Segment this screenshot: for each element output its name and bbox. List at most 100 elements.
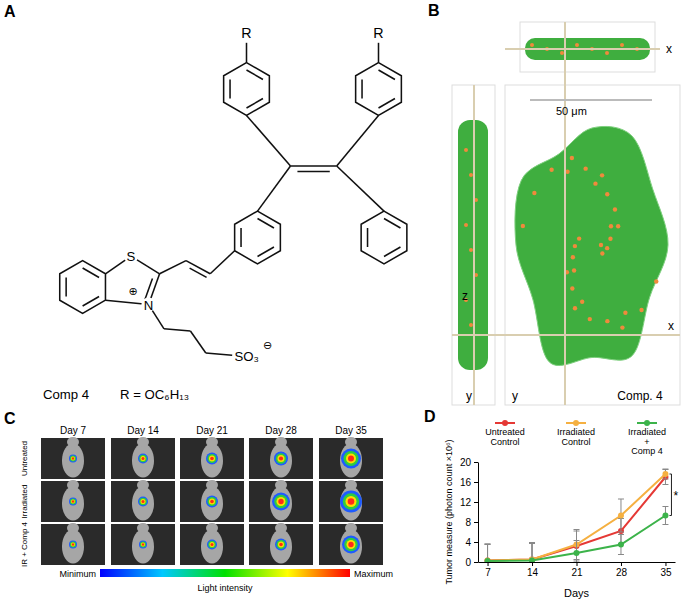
compound-name: Comp 4 bbox=[43, 387, 89, 402]
day-label: Day 35 bbox=[335, 425, 367, 436]
ring bbox=[224, 63, 270, 116]
charge: ⊕ bbox=[129, 285, 138, 297]
signal bbox=[276, 453, 287, 464]
bond bbox=[190, 331, 205, 353]
mouse bbox=[201, 444, 223, 478]
mouse-image bbox=[111, 438, 175, 479]
mouse bbox=[270, 487, 292, 521]
signal bbox=[70, 456, 76, 462]
bond bbox=[384, 218, 400, 228]
uptake-spot bbox=[605, 51, 609, 55]
bond bbox=[164, 329, 190, 331]
signal bbox=[274, 452, 288, 466]
signal bbox=[211, 543, 214, 546]
image-caption: Comp. 4 bbox=[617, 389, 663, 403]
mouse-image bbox=[249, 524, 313, 565]
error-cap bbox=[485, 544, 491, 545]
mouse-head bbox=[275, 523, 287, 533]
error-cap bbox=[574, 529, 580, 530]
error-cap bbox=[618, 499, 624, 500]
bond bbox=[83, 268, 99, 278]
signal bbox=[210, 542, 215, 547]
y-axis-title: Tumor measure (photon count ×10⁶) bbox=[444, 439, 454, 584]
point bbox=[574, 550, 580, 556]
bond bbox=[297, 171, 329, 173]
x-tick: 7 bbox=[485, 562, 491, 578]
error-cap bbox=[618, 534, 624, 535]
bond bbox=[379, 99, 395, 109]
error-cap bbox=[529, 543, 535, 544]
signal bbox=[275, 539, 287, 551]
signal bbox=[142, 500, 145, 503]
uptake-spot bbox=[464, 148, 468, 152]
y-tick: 8 bbox=[465, 517, 478, 528]
atom-label: S bbox=[127, 249, 136, 264]
significance-label: * bbox=[673, 489, 678, 503]
x-tick: 35 bbox=[660, 562, 672, 578]
uptake-spot bbox=[608, 236, 612, 240]
bond bbox=[291, 165, 337, 167]
day-label: Day 21 bbox=[196, 425, 228, 436]
uptake-spot bbox=[549, 168, 553, 172]
signal bbox=[69, 455, 77, 463]
axis-letter: x bbox=[666, 42, 672, 56]
bond bbox=[206, 353, 232, 355]
mouse-image bbox=[111, 524, 175, 565]
mouse-head bbox=[206, 437, 218, 447]
mouse-image bbox=[41, 438, 105, 479]
mouse bbox=[132, 530, 154, 564]
y-tick: 0 bbox=[465, 557, 478, 568]
uptake-spot bbox=[575, 43, 579, 47]
signal bbox=[208, 497, 217, 506]
signal bbox=[71, 543, 75, 547]
series bbox=[485, 469, 669, 562]
signal bbox=[139, 455, 147, 463]
x-tick-label: 35 bbox=[660, 567, 672, 578]
signal bbox=[209, 499, 215, 505]
error-cap bbox=[662, 484, 668, 485]
y-tick-label: 20 bbox=[460, 457, 472, 468]
atom-label: N bbox=[144, 298, 154, 313]
panel-label: C bbox=[4, 410, 16, 427]
signal bbox=[70, 542, 76, 548]
error-cap bbox=[618, 554, 624, 555]
signal bbox=[277, 497, 286, 506]
signal bbox=[278, 455, 285, 462]
signal bbox=[141, 499, 146, 504]
plot-area bbox=[485, 469, 669, 562]
crosshair bbox=[564, 22, 566, 405]
mouse-image bbox=[180, 438, 244, 479]
signal bbox=[206, 496, 218, 508]
mouse bbox=[201, 530, 223, 564]
signal bbox=[341, 449, 361, 469]
bond bbox=[247, 115, 291, 166]
signal bbox=[142, 543, 144, 545]
bond bbox=[186, 261, 210, 274]
crosshair bbox=[505, 48, 660, 50]
mouse-head bbox=[137, 523, 149, 533]
uptake-spot bbox=[600, 251, 604, 255]
mouse-head bbox=[137, 437, 149, 447]
uptake-spot bbox=[530, 43, 534, 47]
signal bbox=[344, 451, 359, 466]
uptake-spot bbox=[639, 308, 643, 312]
y-tick-label: 0 bbox=[465, 557, 471, 568]
legend-label: Irradiated+Comp 4 bbox=[628, 427, 666, 456]
mouse bbox=[340, 444, 362, 478]
axis-letter: z bbox=[462, 289, 468, 303]
mouse-head bbox=[67, 480, 79, 490]
day-label: Day 7 bbox=[60, 425, 87, 436]
bond bbox=[337, 115, 379, 166]
x-tick-mark bbox=[665, 562, 666, 566]
row-label: IR + Comp 4 bbox=[20, 521, 29, 567]
signal bbox=[209, 456, 215, 462]
bond bbox=[384, 247, 400, 257]
uptake-spot bbox=[609, 224, 613, 228]
axis-letter: x bbox=[668, 319, 674, 333]
uptake-spot bbox=[613, 207, 617, 211]
y-tick-label: 16 bbox=[460, 477, 472, 488]
signal bbox=[142, 457, 145, 460]
colorbar-label: Maximum bbox=[354, 569, 393, 579]
point bbox=[485, 558, 491, 563]
mouse-image bbox=[41, 481, 105, 522]
